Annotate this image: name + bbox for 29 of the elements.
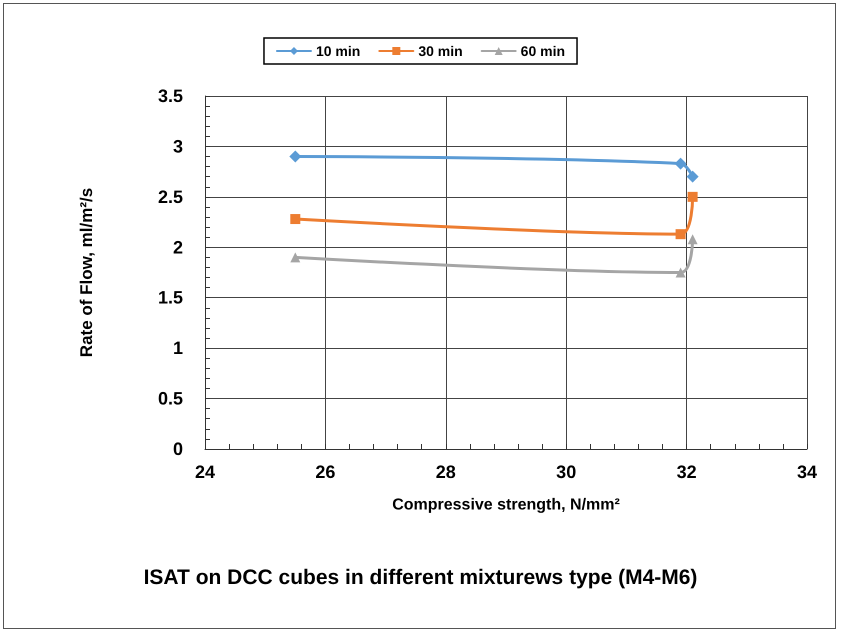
y-axis-title: Rate of Flow, ml/m²/s xyxy=(77,188,96,358)
point xyxy=(676,268,686,278)
y-tick-label: 0 xyxy=(172,439,183,459)
y-tick-label: 2 xyxy=(172,237,183,258)
x-tick-label: 32 xyxy=(676,462,697,482)
x-tick-label: 26 xyxy=(315,462,336,482)
legend-label: 60 min xyxy=(520,43,566,59)
x-axis-title: Compressive strength, N/mm² xyxy=(392,496,620,514)
y-tick-label: 1.5 xyxy=(158,288,183,308)
y-tick-label: 2.5 xyxy=(158,186,183,207)
x-tick-label: 34 xyxy=(796,462,818,482)
point xyxy=(674,158,687,170)
text: ISAT on DCC cubes in different mixturews type (M4-M6) xyxy=(144,566,698,589)
x-tick-label: 28 xyxy=(436,462,456,482)
point xyxy=(686,170,699,183)
point xyxy=(676,229,686,240)
y-tick-label: 3 xyxy=(172,136,183,156)
y-tick-label: 3.5 xyxy=(158,86,183,106)
legend-label: 10 min xyxy=(316,43,360,59)
x-tick-label: 30 xyxy=(556,462,576,482)
point xyxy=(290,214,300,224)
x-tick-label: 24 xyxy=(194,462,216,482)
point xyxy=(290,252,300,262)
point xyxy=(688,234,698,244)
point xyxy=(688,192,698,202)
y-tick-label: 1 xyxy=(172,338,183,358)
y-tick-label: 0.5 xyxy=(158,388,183,409)
point xyxy=(289,150,302,163)
legend-label: 30 min xyxy=(418,43,463,59)
